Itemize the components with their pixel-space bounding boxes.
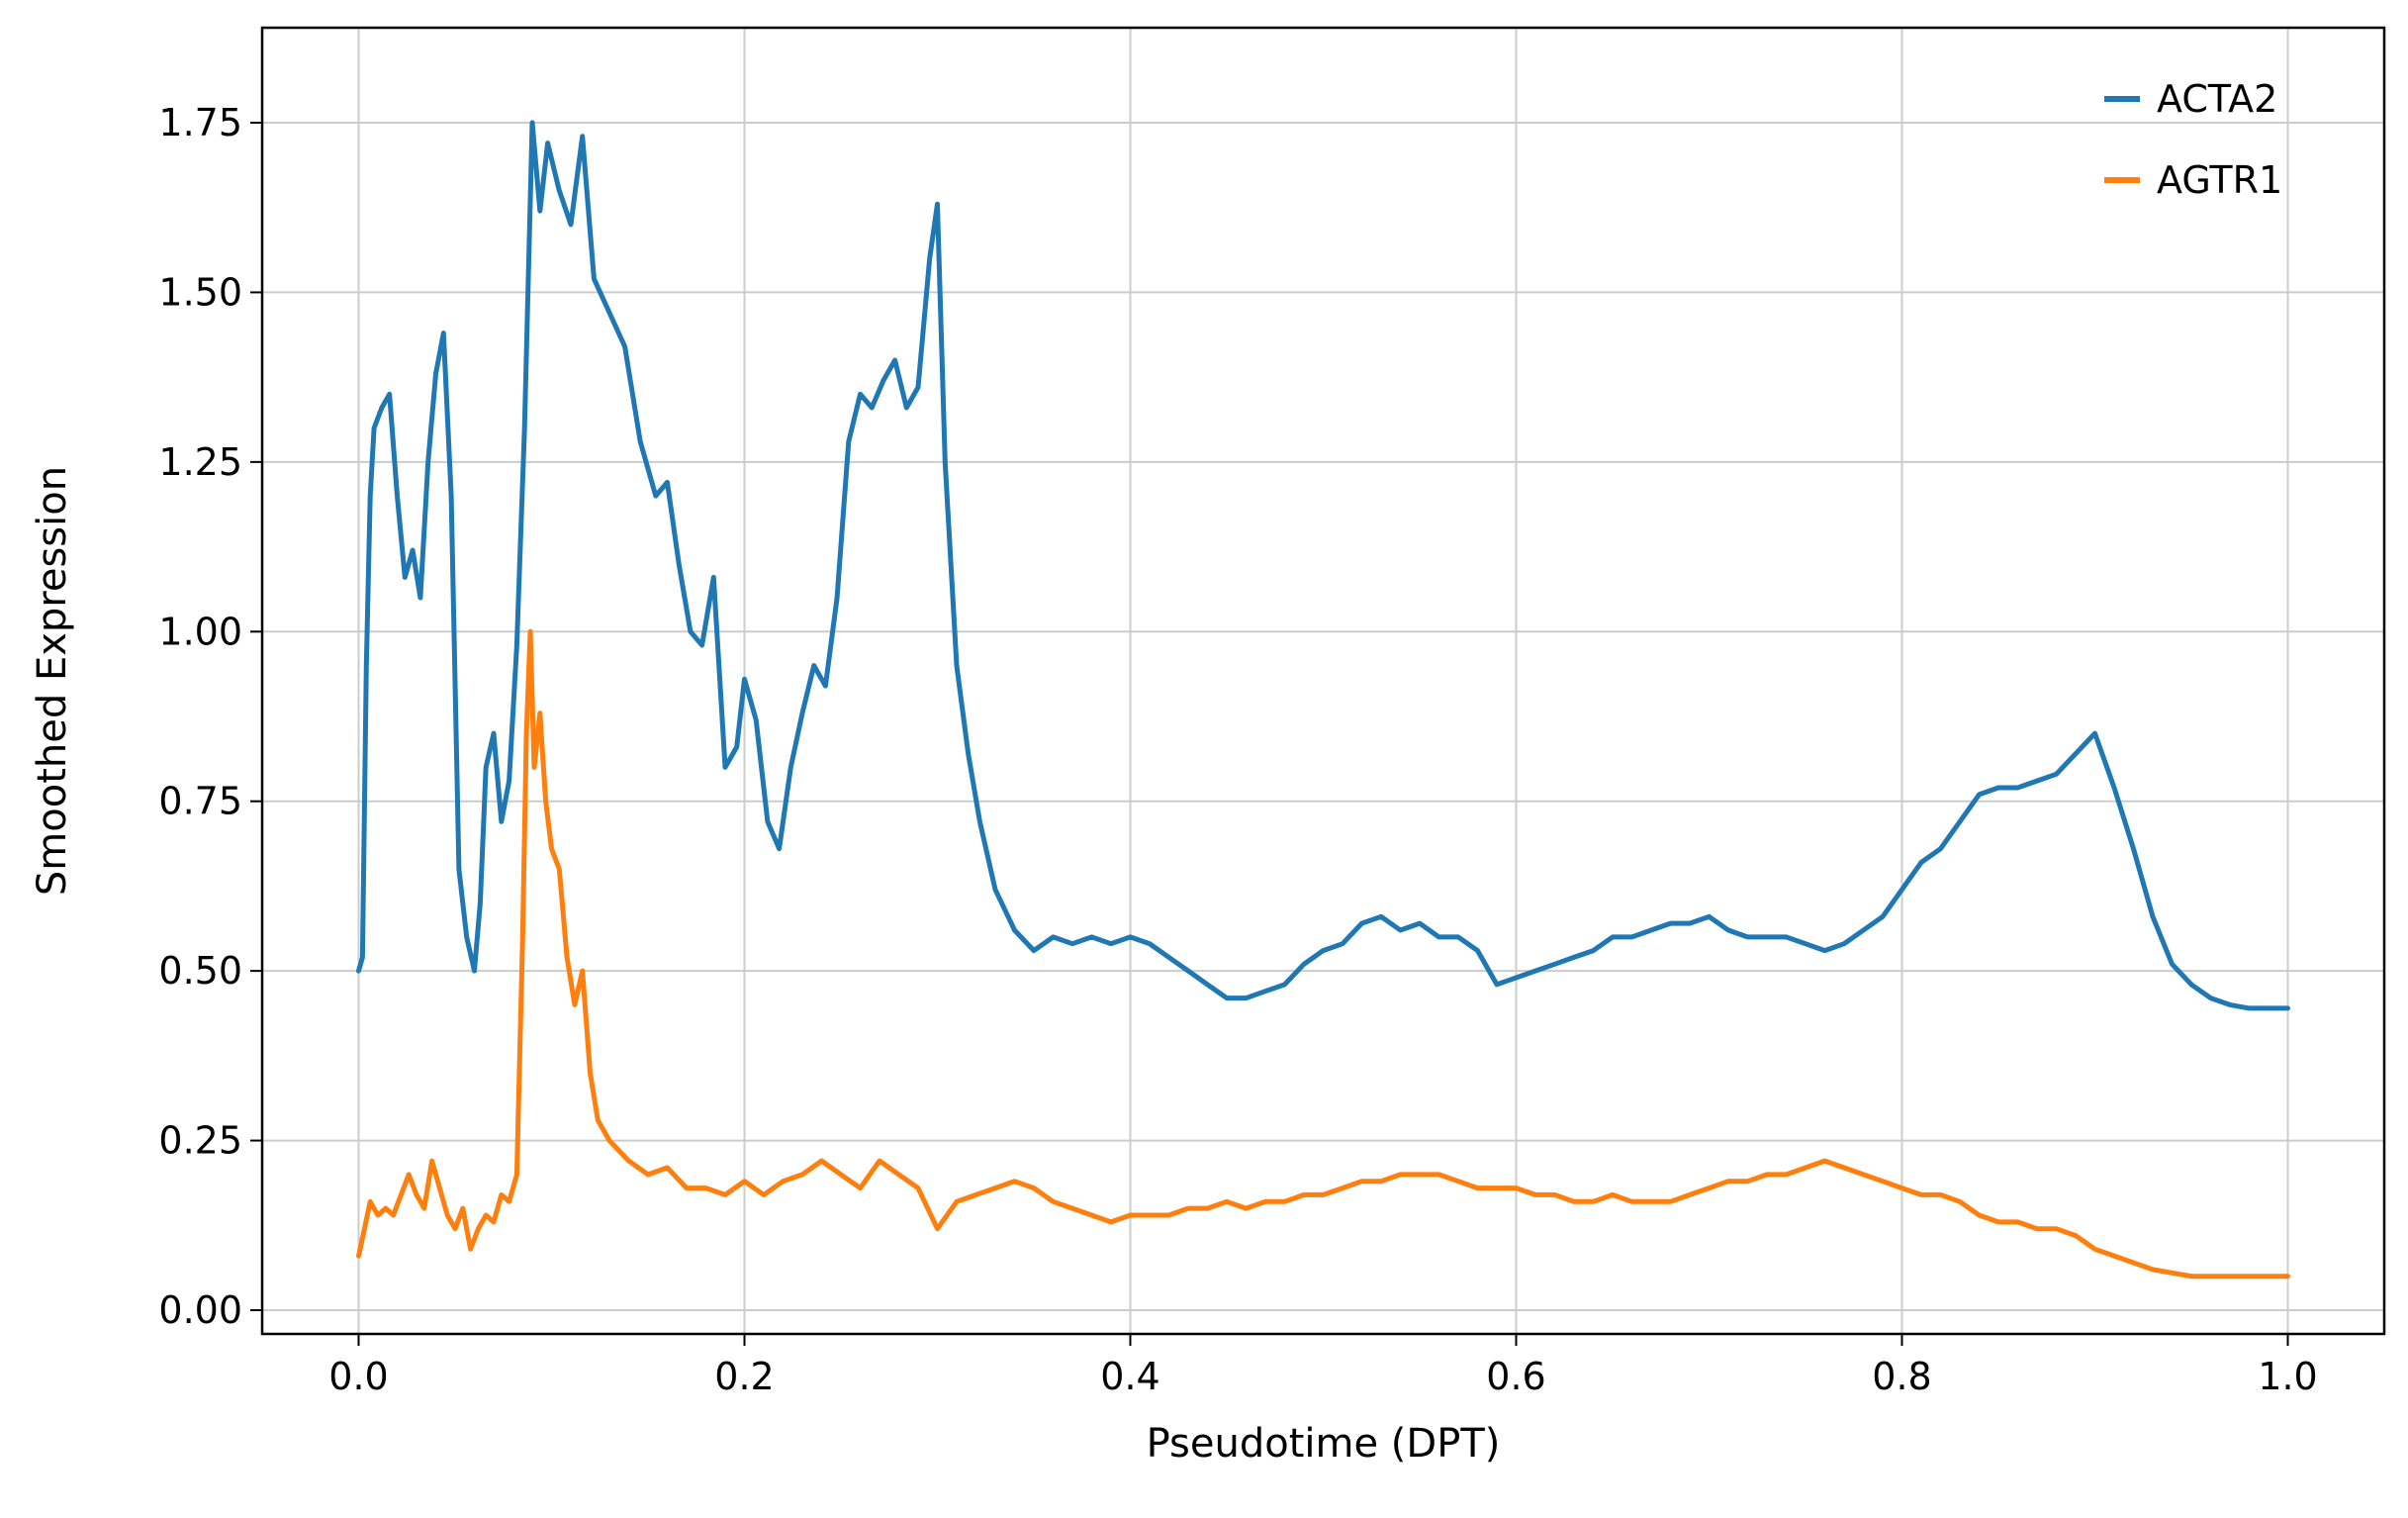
x-axis-label: Pseudotime (DPT) <box>1147 1421 1501 1467</box>
y-axis-label: Smoothed Expression <box>30 466 75 896</box>
y-tick-label: 1.00 <box>158 610 242 653</box>
legend-label-acta2: ACTA2 <box>2157 77 2277 121</box>
x-tick-label: 0.2 <box>714 1355 774 1398</box>
grid <box>262 28 2384 1334</box>
x-tick-label: 0.8 <box>1872 1355 1931 1398</box>
series-line-acta2 <box>356 120 2290 1011</box>
y-tick-label: 1.75 <box>158 101 242 144</box>
y-tick-label: 0.50 <box>158 949 242 993</box>
x-tick-label: 0.6 <box>1486 1355 1545 1398</box>
y-tick-label: 0.25 <box>158 1119 242 1163</box>
series-layer <box>356 120 2290 1280</box>
plot-frame <box>260 26 2386 1336</box>
x-tick-label: 0.4 <box>1100 1355 1159 1398</box>
y-tick-label: 1.25 <box>158 440 242 484</box>
legend-label-agtr1: AGTR1 <box>2157 158 2282 202</box>
y-tick-label: 0.75 <box>158 780 242 823</box>
y-axis: 0.00 0.25 0.50 0.75 1.00 1.25 1.50 1.75 <box>158 101 262 1332</box>
x-axis: 0.0 0.2 0.4 0.6 0.8 1.0 <box>328 1334 2318 1398</box>
series-line-agtr1 <box>356 628 2290 1280</box>
x-tick-label: 0.0 <box>328 1355 388 1398</box>
y-tick-label: 0.00 <box>158 1288 242 1332</box>
y-tick-label: 1.50 <box>158 270 242 314</box>
legend: ACTA2 AGTR1 <box>2104 77 2282 202</box>
x-tick-label: 1.0 <box>2258 1355 2317 1398</box>
